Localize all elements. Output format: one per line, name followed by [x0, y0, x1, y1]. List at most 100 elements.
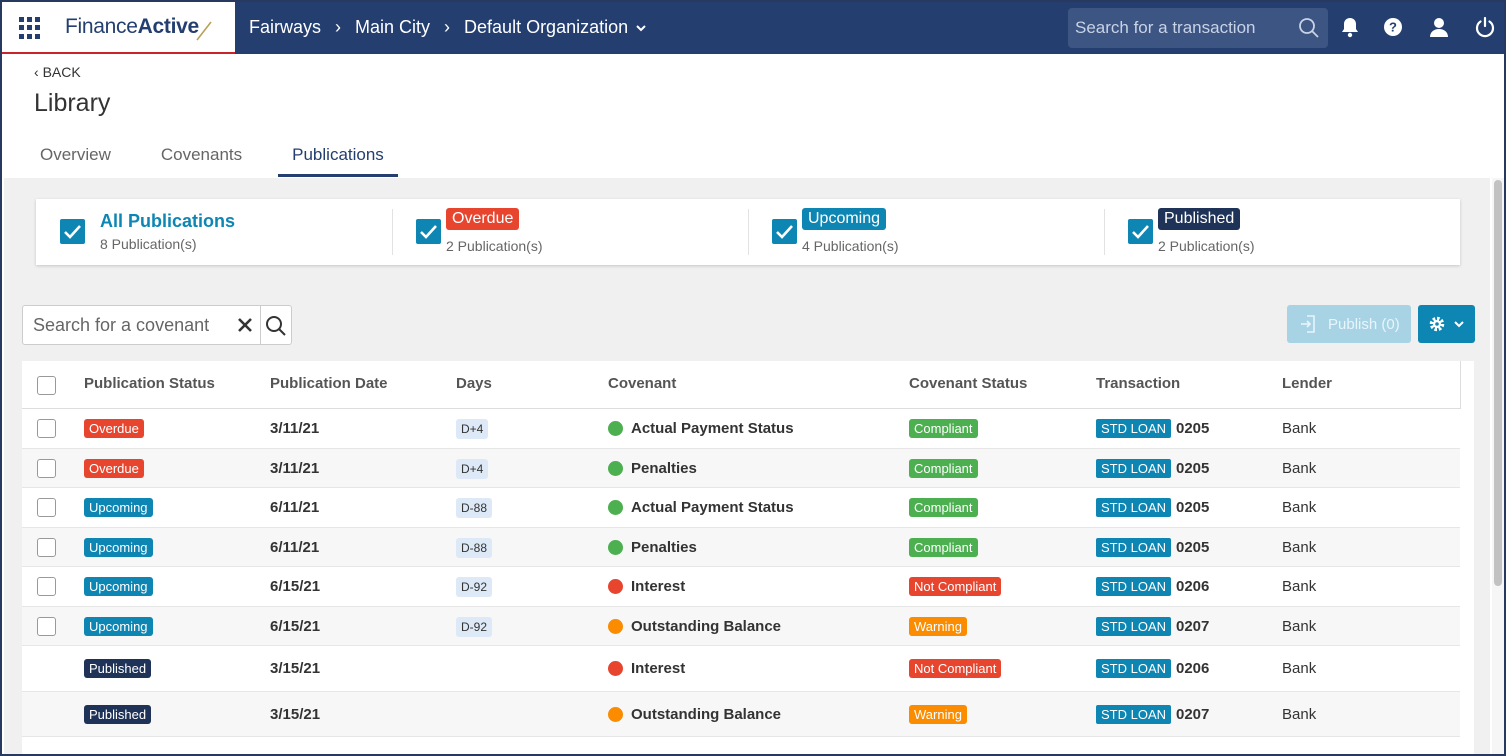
transaction-id[interactable]: 0206 [1176, 660, 1210, 677]
scrollbar-thumb[interactable] [1494, 180, 1502, 586]
table-row[interactable]: Upcoming 6/15/21 D-92 Outstanding Balance Wa… [22, 607, 1460, 646]
publication-status-badge: Overdue [84, 458, 144, 478]
settings-dropdown-button[interactable] [1418, 305, 1475, 343]
brand-logo[interactable]: FinanceActive [65, 15, 199, 39]
covenant-name[interactable]: Actual Payment Status [631, 499, 794, 516]
covenant-name[interactable]: Actual Payment Status [631, 420, 794, 437]
publication-filters: All Publications 8 Publication(s) Overdu… [36, 199, 1460, 265]
breadcrumb-separator-icon: › [335, 17, 342, 37]
tab-covenants[interactable]: Covenants [160, 145, 243, 164]
publish-icon [1301, 315, 1315, 333]
table-row[interactable]: Upcoming 6/15/21 D-92 Interest Not Compliant… [22, 567, 1460, 607]
transaction-id[interactable]: 0207 [1176, 617, 1210, 635]
covenant-status-badge: Warning [909, 616, 967, 636]
page-scrollbar[interactable] [1492, 178, 1504, 754]
filter-count: 4 Publication(s) [802, 238, 899, 254]
transaction-id[interactable]: 0205 [1176, 420, 1210, 437]
help-icon[interactable]: ? [1382, 16, 1404, 38]
covenant-status-dot-icon [608, 421, 623, 436]
back-link[interactable]: ‹ BACK [34, 64, 81, 80]
publication-date: 3/11/21 [270, 459, 320, 477]
table-row[interactable]: Upcoming 6/11/21 D-88 Actual Payment Status… [22, 488, 1460, 528]
filter-checkbox[interactable] [1128, 219, 1153, 244]
filter-checkbox[interactable] [772, 219, 797, 244]
covenant-status-dot-icon [608, 539, 623, 555]
column-header[interactable]: Covenant [608, 375, 677, 392]
transaction-type-badge: STD LOAN [1096, 458, 1172, 478]
filter-overdue[interactable]: Overdue 2 Publication(s) [392, 199, 748, 265]
transaction-search-input[interactable] [1068, 8, 1288, 48]
table-row[interactable]: Upcoming 6/11/21 D-88 Penalties Compliant STD… [22, 528, 1460, 567]
table-row[interactable]: Published 3/15/21 Interest Not Compliant STD… [22, 646, 1460, 692]
select-all-checkbox[interactable] [37, 376, 56, 395]
publication-date: 3/15/21 [270, 705, 321, 723]
breadcrumb-organization[interactable]: Default Organization [464, 17, 629, 37]
apps-grid-icon[interactable] [19, 17, 41, 39]
covenant-status-dot-icon [608, 500, 623, 515]
transaction-type-badge: STD LOAN [1096, 704, 1172, 724]
covenant-status-badge: Compliant [909, 458, 978, 478]
column-header[interactable]: Lender [1282, 375, 1333, 392]
filter-checkbox[interactable] [416, 219, 441, 244]
filter-badge: Published [1158, 208, 1241, 230]
filter-label: All Publications [100, 211, 236, 231]
row-checkbox[interactable] [37, 577, 56, 596]
covenant-name[interactable]: Outstanding Balance [631, 705, 782, 723]
transaction-type-badge: STD LOAN [1096, 659, 1172, 678]
chevron-down-icon[interactable] [636, 23, 646, 33]
days-badge: D+4 [456, 419, 489, 439]
row-checkbox[interactable] [37, 419, 56, 438]
breadcrumb-fairways[interactable]: Fairways [249, 17, 322, 37]
svg-text:?: ? [1389, 20, 1397, 35]
clear-icon[interactable] [236, 316, 254, 334]
publications-table: Publication Status Publication Date Days… [22, 361, 1474, 754]
covenant-name[interactable]: Interest [631, 660, 686, 677]
page-title: Library [34, 89, 111, 117]
row-checkbox[interactable] [37, 458, 56, 478]
covenant-name[interactable]: Outstanding Balance [631, 617, 782, 635]
checkmark-icon [1132, 225, 1149, 239]
covenant-status-badge: Not Compliant [909, 659, 1002, 678]
publish-button[interactable]: Publish (0) [1287, 305, 1411, 343]
transaction-id[interactable]: 0207 [1176, 705, 1210, 723]
covenant-status-dot-icon [608, 579, 623, 594]
filter-published[interactable]: Published 2 Publication(s) [1104, 199, 1460, 265]
covenant-name[interactable]: Interest [631, 578, 686, 595]
power-icon[interactable] [1474, 16, 1496, 38]
table-scrollbar[interactable] [1460, 361, 1474, 409]
filter-checkbox[interactable] [60, 219, 85, 244]
covenant-name[interactable]: Penalties [631, 459, 697, 477]
table-row[interactable]: Overdue 3/11/21 D+4 Actual Payment Status Co… [22, 409, 1460, 449]
column-header[interactable]: Covenant Status [909, 375, 1028, 392]
column-header[interactable]: Days [456, 375, 492, 392]
transaction-id[interactable]: 0206 [1176, 578, 1210, 595]
transaction-id[interactable]: 0205 [1176, 538, 1210, 556]
column-header[interactable]: Transaction [1096, 375, 1181, 392]
table-row[interactable]: Overdue 3/11/21 D+4 Penalties Compliant STD L… [22, 449, 1460, 488]
row-checkbox[interactable] [37, 498, 56, 517]
covenant-search-input[interactable] [23, 306, 233, 344]
transaction-type-badge: STD LOAN [1096, 537, 1172, 557]
table-row[interactable]: Published 3/15/21 Outstanding Balance Warni… [22, 692, 1460, 737]
filter-all-publications[interactable]: All Publications 8 Publication(s) [36, 199, 392, 265]
tab-publications[interactable]: Publications [278, 137, 398, 177]
transaction-id[interactable]: 0205 [1176, 499, 1210, 516]
publication-date: 6/11/21 [270, 538, 320, 556]
search-icon[interactable] [1298, 17, 1320, 39]
user-icon[interactable] [1428, 16, 1450, 38]
tab-overview[interactable]: Overview [40, 145, 111, 164]
covenant-status-badge: Compliant [909, 498, 978, 517]
filter-upcoming[interactable]: Upcoming 4 Publication(s) [748, 199, 1104, 265]
column-header[interactable]: Publication Date [270, 375, 388, 392]
publication-date: 3/11/21 [270, 420, 320, 437]
row-checkbox[interactable] [37, 616, 56, 636]
search-icon[interactable] [264, 314, 288, 338]
transaction-id[interactable]: 0205 [1176, 459, 1210, 477]
column-header[interactable]: Publication Status [84, 375, 215, 392]
bell-icon[interactable] [1339, 16, 1361, 38]
row-checkbox[interactable] [37, 537, 56, 557]
breadcrumb-main-city[interactable]: Main City [355, 17, 431, 37]
lender-name: Bank [1282, 705, 1317, 723]
publication-status-badge: Upcoming [84, 577, 153, 596]
covenant-name[interactable]: Penalties [631, 538, 697, 556]
